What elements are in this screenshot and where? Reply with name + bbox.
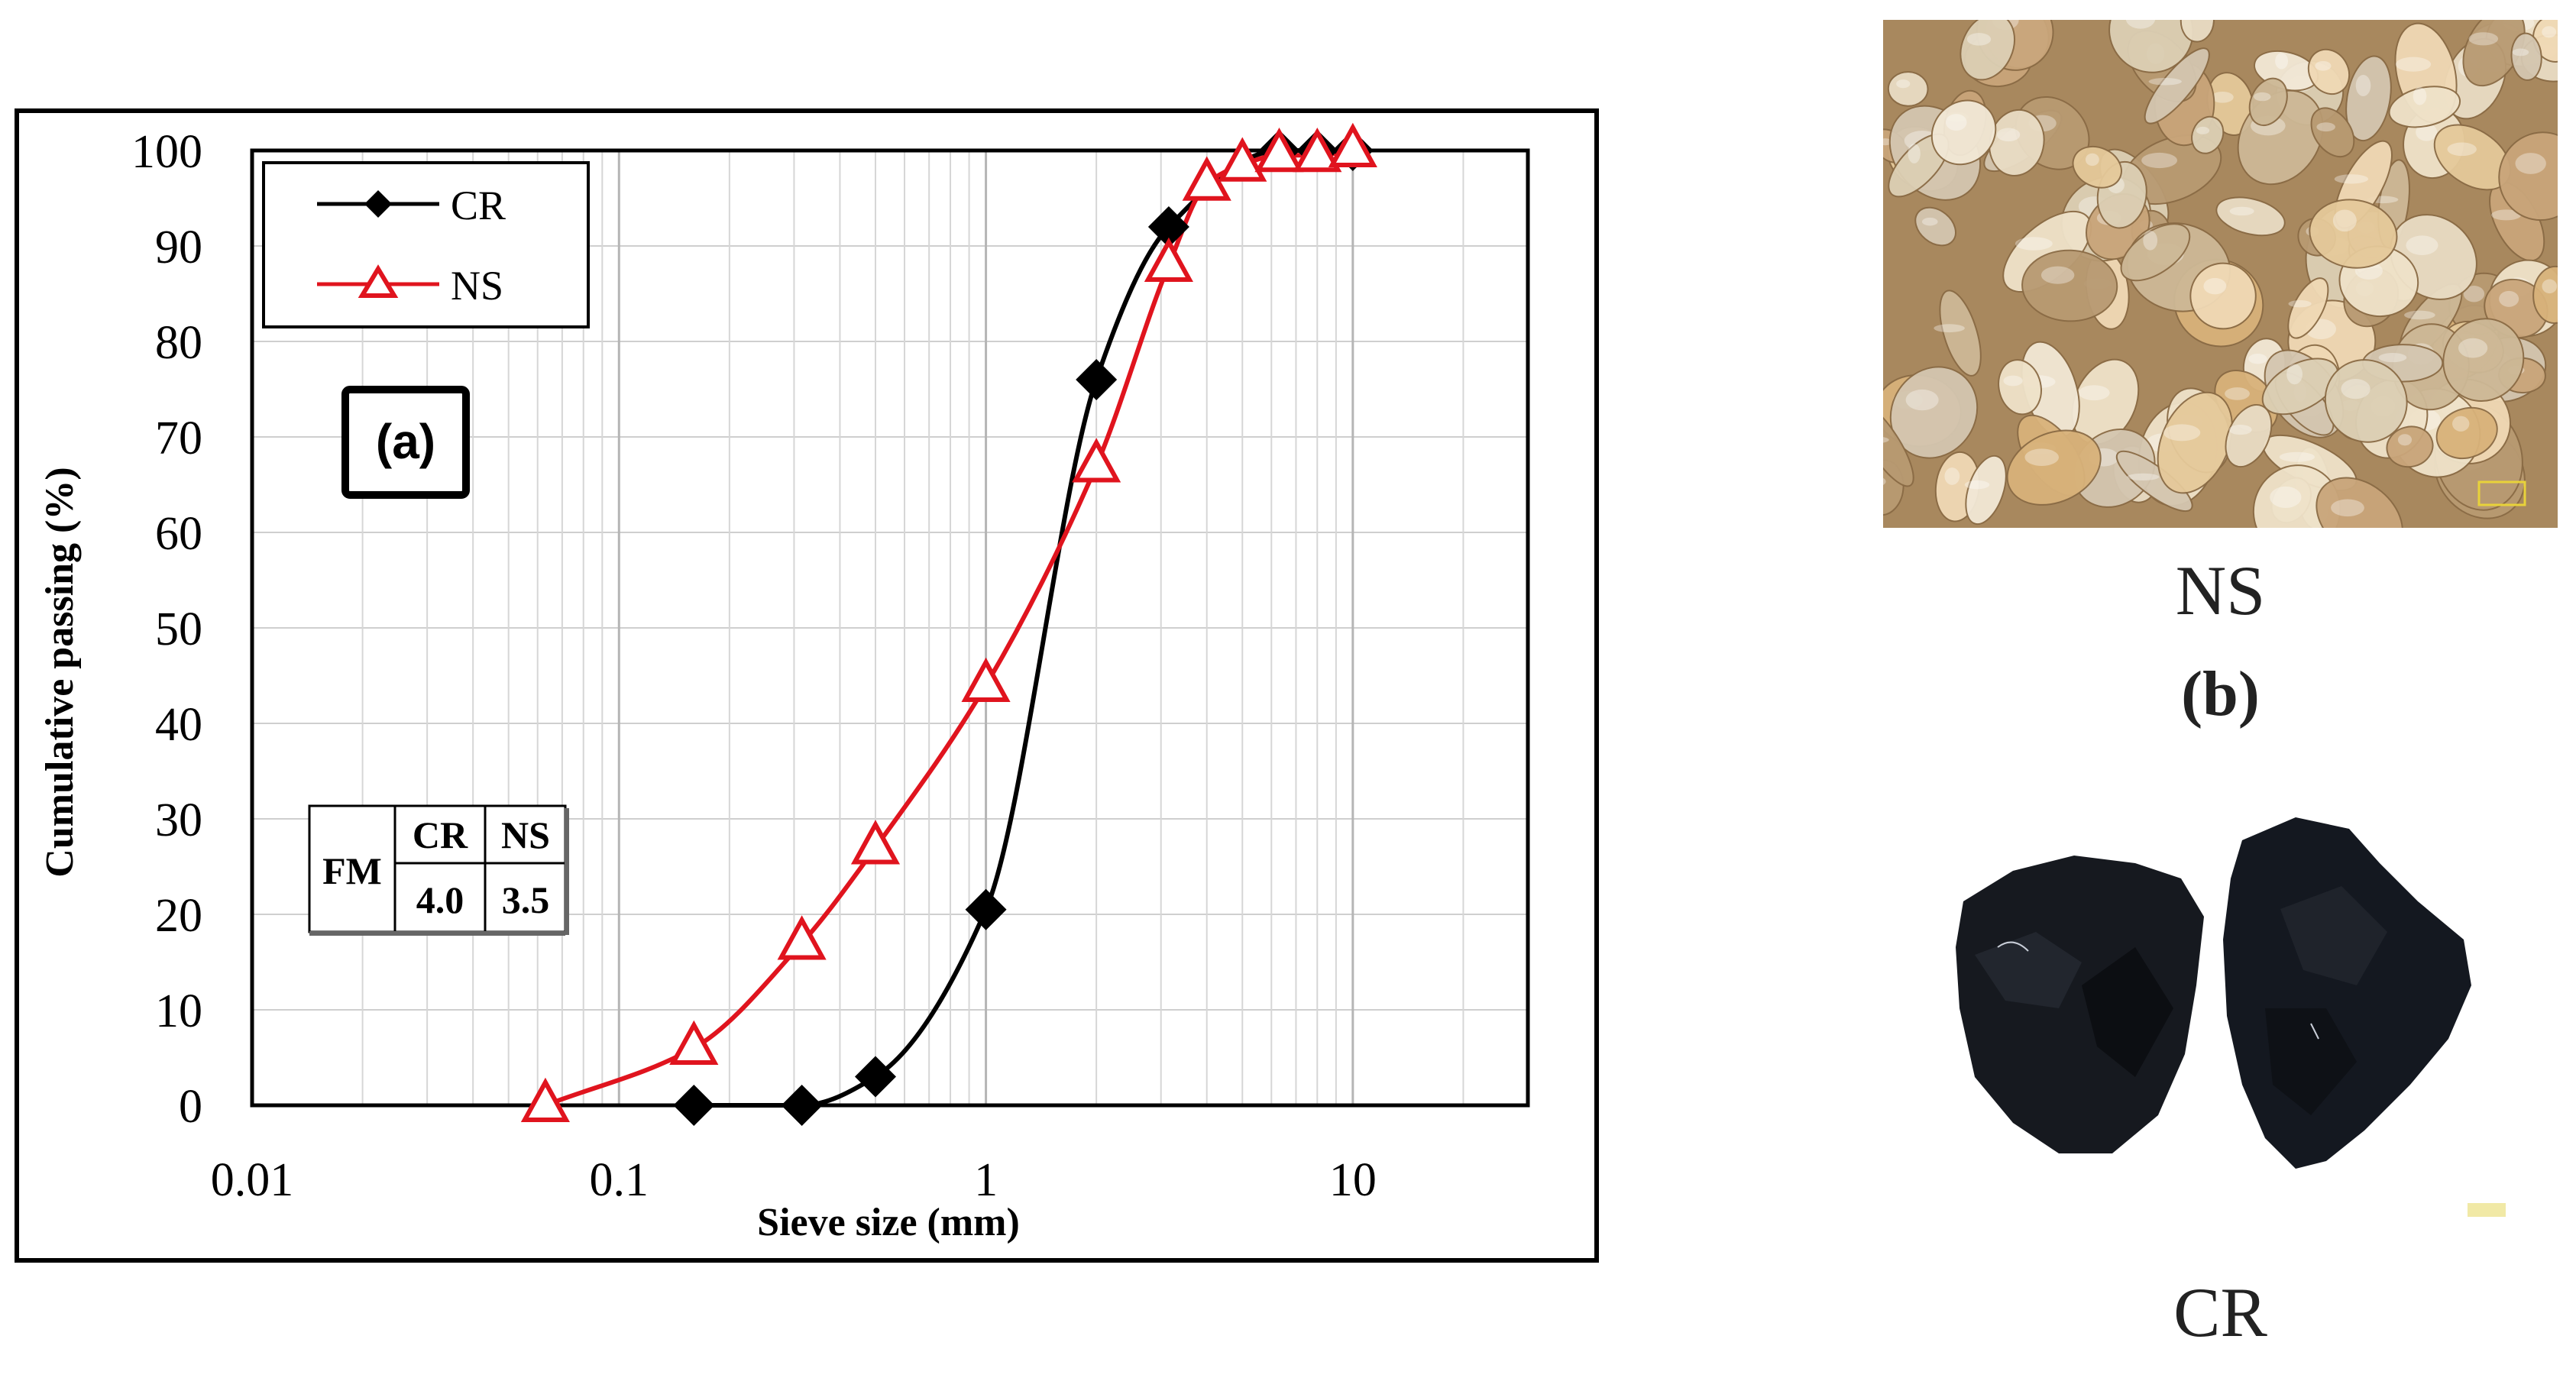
series-ns-point: [850, 820, 901, 865]
legend-cr-marker: [364, 190, 392, 218]
panel-label-a-text: (a): [376, 414, 435, 469]
y-tick-label: 20: [155, 890, 202, 942]
plot-area-border: [250, 148, 1530, 1108]
grading-chart: 0 10 20 30 40 50 60 70 80 90 100 0.01 0.1 1 10 Sieve s…: [15, 108, 1599, 1263]
y-tick-label: 40: [155, 699, 202, 751]
y-tick-label: 60: [155, 508, 202, 560]
series-ns-point: [1293, 128, 1342, 173]
series-ns-point: [1144, 237, 1193, 282]
y-tick-label: 80: [155, 317, 202, 369]
axis-tick-labels: 0 10 20 30 40 50 60 70 80 90 100 0.01 0.1 1 10: [131, 126, 1377, 1206]
series-ns-point: [1218, 137, 1267, 182]
x-tick-label: 1: [974, 1154, 998, 1206]
y-tick-label: 50: [155, 603, 202, 655]
x-axis-label: Sieve size (mm): [757, 1201, 1020, 1244]
legend: CR NS: [262, 161, 590, 328]
cr-photo-caption: CR: [2173, 1273, 2267, 1351]
y-axis-label: Cumulative passing (%): [38, 467, 82, 877]
series-cr-point: [854, 1056, 896, 1098]
y-tick-label: 90: [155, 222, 202, 273]
series-cr-point: [1076, 359, 1118, 400]
y-tick-label: 100: [131, 126, 202, 178]
series-cr-point: [965, 888, 1007, 930]
panel-label-b: (b): [2181, 658, 2260, 729]
legend-cr-label: CR: [451, 183, 506, 228]
series-ns-point: [961, 657, 1011, 702]
fm-row-label: FM: [322, 849, 382, 892]
series-ns-point: [1182, 156, 1231, 201]
y-tick-label: 10: [155, 985, 202, 1037]
x-tick-label: 0.1: [590, 1154, 649, 1206]
ns-sand-photo: [1854, 0, 2576, 560]
x-tick-label: 10: [1329, 1154, 1377, 1206]
series-ns-point: [1072, 438, 1121, 483]
series-markers: [520, 122, 1377, 1126]
series-ns-point: [1328, 122, 1377, 167]
series-ns-point: [669, 1020, 719, 1065]
legend-box: [262, 161, 590, 328]
series-cr-point: [673, 1085, 715, 1126]
series-ns-point: [520, 1077, 570, 1122]
fm-value-cr: 4.0: [416, 878, 464, 921]
panel-label-a: (a): [341, 386, 470, 499]
legend-ns-marker: [358, 264, 399, 298]
fm-header-ns: NS: [501, 814, 550, 856]
fm-value-ns: 3.5: [502, 878, 550, 921]
fm-header-cr: CR: [413, 814, 468, 856]
cr-rubber-photo: [1883, 756, 2558, 1245]
ns-photo-caption: NS: [2175, 552, 2266, 629]
series-ns-point: [1254, 128, 1304, 173]
series-cr-point: [1147, 206, 1189, 247]
y-tick-label: 0: [179, 1081, 202, 1133]
fm-table: FM CR NS 4.0 3.5: [308, 804, 569, 936]
series-cr-point: [781, 1085, 823, 1126]
series-ns-point: [777, 915, 827, 960]
y-tick-label: 30: [155, 794, 202, 846]
y-tick-label: 70: [155, 412, 202, 464]
legend-ns-label: NS: [451, 263, 503, 309]
x-tick-label: 0.01: [211, 1154, 294, 1206]
